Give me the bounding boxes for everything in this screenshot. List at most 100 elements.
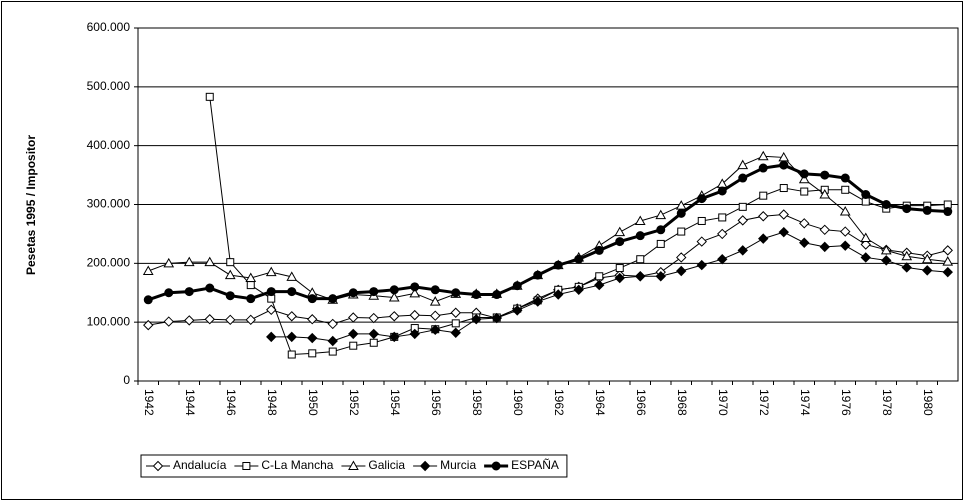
marker <box>759 191 768 200</box>
marker <box>799 237 810 248</box>
marker <box>286 271 298 281</box>
marker <box>451 288 461 298</box>
marker <box>184 287 194 297</box>
marker <box>430 310 441 321</box>
marker <box>594 245 604 255</box>
marker <box>696 236 707 247</box>
marker <box>860 252 871 263</box>
marker <box>246 281 255 290</box>
y-tick-label: 600.000 <box>87 20 131 34</box>
y-tick-label: 300.000 <box>87 197 131 211</box>
marker <box>615 264 624 273</box>
legend-marker <box>419 460 431 472</box>
x-tick-label: 1942 <box>142 389 156 416</box>
marker <box>267 294 276 303</box>
marker <box>308 349 317 358</box>
marker <box>492 290 502 300</box>
x-tick-label: 1970 <box>716 389 730 416</box>
marker <box>738 173 748 183</box>
marker <box>860 232 872 243</box>
marker <box>286 331 297 343</box>
marker <box>840 240 851 251</box>
marker <box>388 291 400 302</box>
marker <box>635 231 645 241</box>
marker <box>205 92 214 101</box>
series-line <box>271 231 948 342</box>
marker <box>922 265 933 276</box>
marker <box>861 197 870 206</box>
marker <box>430 324 441 336</box>
legend-marker <box>491 461 501 471</box>
x-tick-label: 1950 <box>306 389 320 416</box>
marker <box>369 338 378 347</box>
marker <box>840 173 850 183</box>
marker <box>595 272 604 281</box>
marker <box>533 270 543 280</box>
legend-label: C-La Mancha <box>261 458 333 472</box>
marker <box>328 347 337 356</box>
marker <box>245 314 256 326</box>
marker <box>225 291 235 301</box>
legend-label: Murcia <box>440 458 476 472</box>
x-tick-label: 1980 <box>921 389 935 416</box>
marker <box>512 281 522 291</box>
y-tick-label: 100.000 <box>87 314 131 328</box>
x-tick-label: 1958 <box>470 389 484 416</box>
marker <box>348 288 358 298</box>
marker <box>676 252 687 263</box>
x-tick-label: 1966 <box>634 389 648 416</box>
marker <box>183 256 195 267</box>
marker <box>286 311 297 322</box>
marker <box>636 255 645 264</box>
marker <box>594 279 605 291</box>
marker <box>266 331 277 343</box>
marker <box>779 160 789 170</box>
marker <box>778 209 789 220</box>
marker <box>307 294 317 304</box>
marker <box>696 259 707 271</box>
marker <box>819 224 830 236</box>
marker <box>799 169 809 179</box>
marker <box>860 239 871 250</box>
marker <box>409 287 421 298</box>
marker <box>265 266 277 277</box>
marker <box>451 319 460 328</box>
marker <box>266 287 276 297</box>
marker <box>697 194 707 204</box>
legend-marker <box>348 460 359 470</box>
marker <box>450 327 461 338</box>
marker <box>450 307 461 318</box>
x-tick-label: 1972 <box>757 389 771 416</box>
marker <box>307 332 318 344</box>
marker <box>758 211 769 222</box>
legend-label: ESPAÑA <box>511 458 559 472</box>
x-tick-label: 1964 <box>593 389 607 416</box>
marker <box>368 312 379 324</box>
marker <box>820 170 830 180</box>
marker <box>800 187 809 196</box>
marker <box>143 295 153 305</box>
marker <box>574 254 584 264</box>
marker <box>655 271 666 282</box>
x-tick-label: 1968 <box>675 389 689 416</box>
series-line <box>148 213 948 326</box>
x-tick-label: 1952 <box>347 389 361 416</box>
marker <box>471 314 482 325</box>
x-tick-label: 1956 <box>429 389 443 416</box>
marker <box>677 227 686 236</box>
marker <box>553 289 564 300</box>
marker <box>204 256 216 267</box>
marker <box>491 312 502 324</box>
marker <box>901 262 912 273</box>
marker <box>738 202 747 211</box>
marker <box>409 309 420 321</box>
marker <box>389 331 400 343</box>
marker <box>224 269 236 280</box>
marker <box>841 185 850 194</box>
x-tick-label: 1974 <box>798 389 812 416</box>
marker <box>143 319 154 331</box>
marker <box>881 200 891 209</box>
marker <box>573 284 584 296</box>
